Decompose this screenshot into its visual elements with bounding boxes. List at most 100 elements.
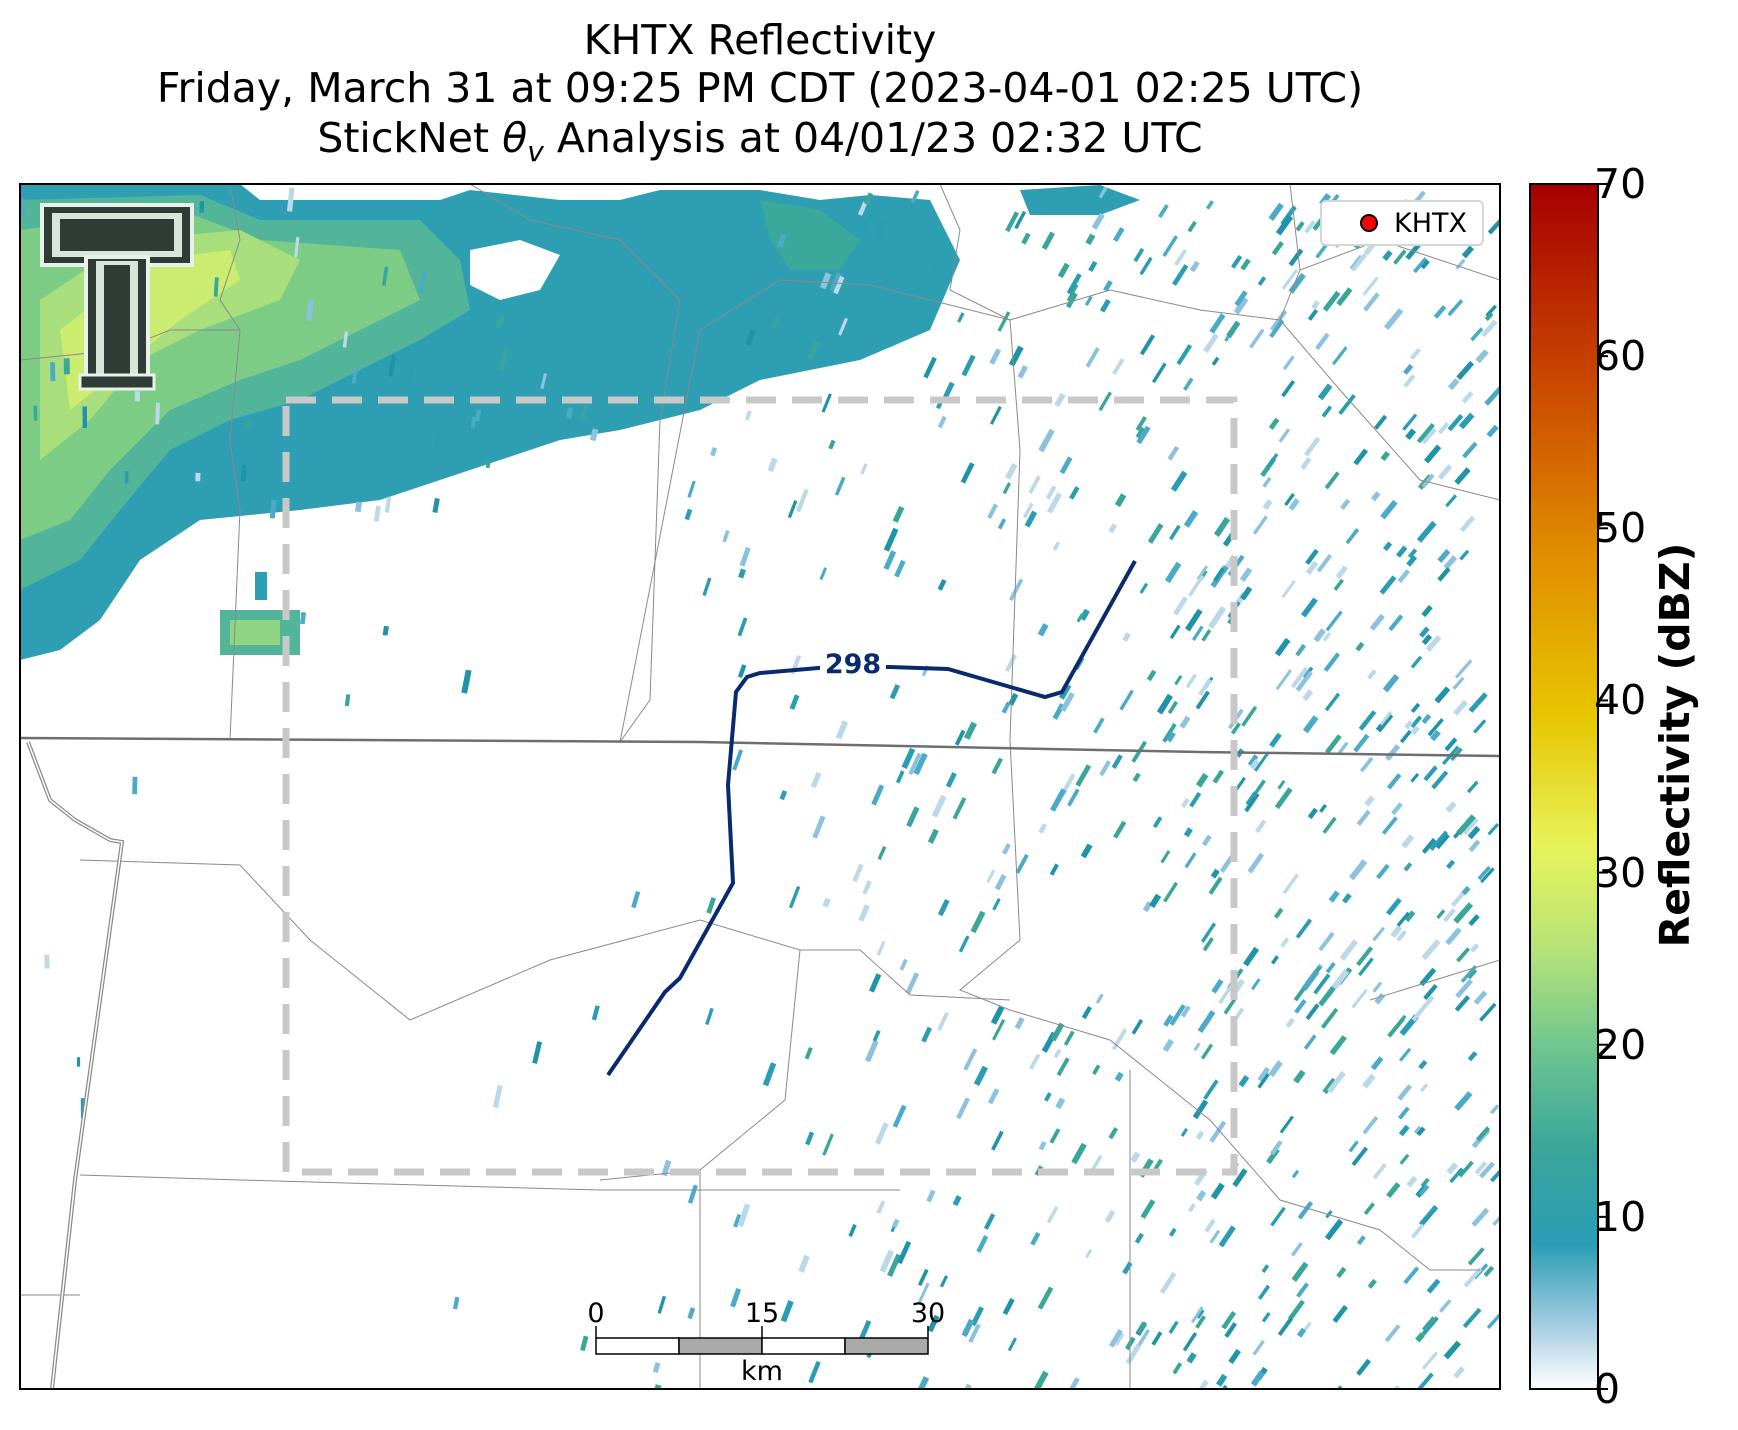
reflectivity-speckle [1277, 1317, 1294, 1337]
reflectivity-speckle [1200, 1043, 1214, 1060]
reflectivity-speckle [821, 393, 832, 413]
reflectivity-speckle [1266, 453, 1279, 468]
scale-unit: km [741, 1356, 783, 1387]
reflectivity-speckle [1403, 363, 1414, 375]
reflectivity-speckle [1459, 549, 1470, 561]
reflectivity-speckle [1091, 1154, 1103, 1171]
reflectivity-speckle [1250, 1370, 1265, 1387]
reflectivity-speckle [1146, 669, 1157, 682]
reflectivity-speckle [1359, 756, 1374, 773]
reflectivity-speckle [871, 784, 885, 806]
colorbar-tick-marks [1598, 183, 1608, 1390]
reflectivity-speckle [485, 459, 492, 469]
reflectivity-speckle [1281, 380, 1296, 398]
reflectivity-speckle [1049, 1128, 1061, 1144]
reflectivity-speckle [565, 407, 574, 419]
reflectivity-speckle [927, 828, 939, 844]
reflectivity-speckle [1297, 1201, 1314, 1220]
colorbar-tick-label: 20 [1594, 1020, 1647, 1069]
reflectivity-speckle [1092, 1064, 1101, 1076]
reflectivity-speckle [1234, 290, 1248, 307]
reflectivity-speckle [1421, 634, 1433, 645]
reflectivity-speckle [1162, 235, 1178, 258]
reflectivity-speckle [921, 1026, 932, 1043]
reflectivity-speckle [1215, 1384, 1228, 1389]
reflectivity-speckle [1122, 1261, 1133, 1275]
reflectivity-speckle [737, 617, 748, 637]
reflectivity-speckle [1319, 803, 1328, 813]
reflectivity-speckle [82, 406, 88, 428]
reflectivity-speckle [1088, 260, 1098, 272]
reflectivity-speckle [829, 272, 842, 293]
reflectivity-speckle [1187, 220, 1197, 233]
reflectivity-speckle [1397, 1084, 1413, 1101]
reflectivity-speckle [1275, 669, 1292, 691]
reflectivity-speckle [963, 1048, 978, 1071]
reflectivity-speckle [1303, 436, 1321, 457]
reflectivity-speckle [1423, 444, 1442, 464]
reflectivity-speckle [1274, 637, 1291, 657]
reflectivity-speckle [1454, 659, 1473, 679]
reflectivity-speckle [1275, 214, 1294, 236]
reflectivity-speckle [589, 428, 599, 442]
reflectivity-speckle [1445, 801, 1457, 813]
reflectivity-speckle [1268, 417, 1280, 430]
reflectivity-speckle [1296, 1327, 1307, 1338]
reflectivity-speckle [1168, 1320, 1179, 1334]
reflectivity-speckle [1113, 1332, 1125, 1346]
reflectivity-speckle [1410, 1223, 1425, 1239]
reflectivity-speckle [1399, 1047, 1412, 1062]
reflectivity-speckle [1322, 1077, 1337, 1095]
reflectivity-speckle [1084, 295, 1093, 307]
reflectivity-speckle [1300, 457, 1312, 470]
reflectivity-speckle [1459, 515, 1476, 533]
reflectivity-speckle [858, 904, 870, 922]
reflectivity-speckle [1325, 734, 1342, 754]
reflectivity-speckle [1460, 965, 1478, 983]
reflectivity-speckle [1149, 893, 1162, 909]
reflectivity-speckle [1387, 1017, 1405, 1038]
reflectivity-speckle [702, 577, 712, 597]
reflectivity-speckle [1195, 690, 1210, 710]
reflectivity-speckle [1228, 1349, 1241, 1365]
reflectivity-speckle [862, 880, 872, 895]
reflectivity-speckle [1075, 764, 1092, 787]
reflectivity-speckle [970, 910, 986, 934]
reflectivity-speckle [1002, 1298, 1015, 1316]
reflectivity-speckle [838, 317, 848, 336]
reflectivity-speckle [1355, 641, 1365, 652]
reflectivity-speckle [1268, 1060, 1283, 1078]
reflectivity-speckle [860, 463, 868, 475]
reflectivity-speckle [1302, 1321, 1312, 1333]
reflectivity-speckle [1245, 791, 1257, 805]
reflectivity-speckle [1209, 313, 1226, 334]
reflectivity-speckle [1233, 296, 1249, 315]
reflectivity-speckle [1479, 1161, 1495, 1179]
reflectivity-speckle [1274, 787, 1293, 810]
reflectivity-speckle [245, 420, 252, 430]
reflectivity-speckle [76, 1057, 81, 1067]
reflectivity-speckle [1111, 754, 1123, 769]
reflectivity-speckle [1376, 863, 1390, 880]
reflectivity-speckle [876, 941, 886, 956]
reflectivity-speckle [1379, 575, 1397, 595]
reflectivity-speckle [917, 1282, 930, 1304]
reflectivity-speckle [1165, 731, 1176, 743]
reflectivity-speckle [470, 416, 477, 429]
reflectivity-speckle [1295, 670, 1313, 692]
reflectivity-speckle [1226, 320, 1241, 339]
reflectivity-speckle [580, 1335, 589, 1352]
reflectivity-speckle [983, 1213, 996, 1230]
reflectivity-speckle [1372, 926, 1385, 942]
title-prefix: StickNet [317, 114, 503, 162]
reflectivity-speckle [1262, 476, 1272, 488]
reflectivity-speckle [1454, 1091, 1473, 1111]
reflectivity-speckle [1055, 1097, 1066, 1110]
reflectivity-speckle [1421, 604, 1433, 618]
reflectivity-speckle [787, 500, 798, 519]
reflectivity-speckle [1180, 1128, 1189, 1137]
reflectivity-speckle [1204, 1218, 1216, 1233]
reflectivity-speckle [1372, 1163, 1387, 1180]
reflectivity-speckle [958, 935, 970, 953]
